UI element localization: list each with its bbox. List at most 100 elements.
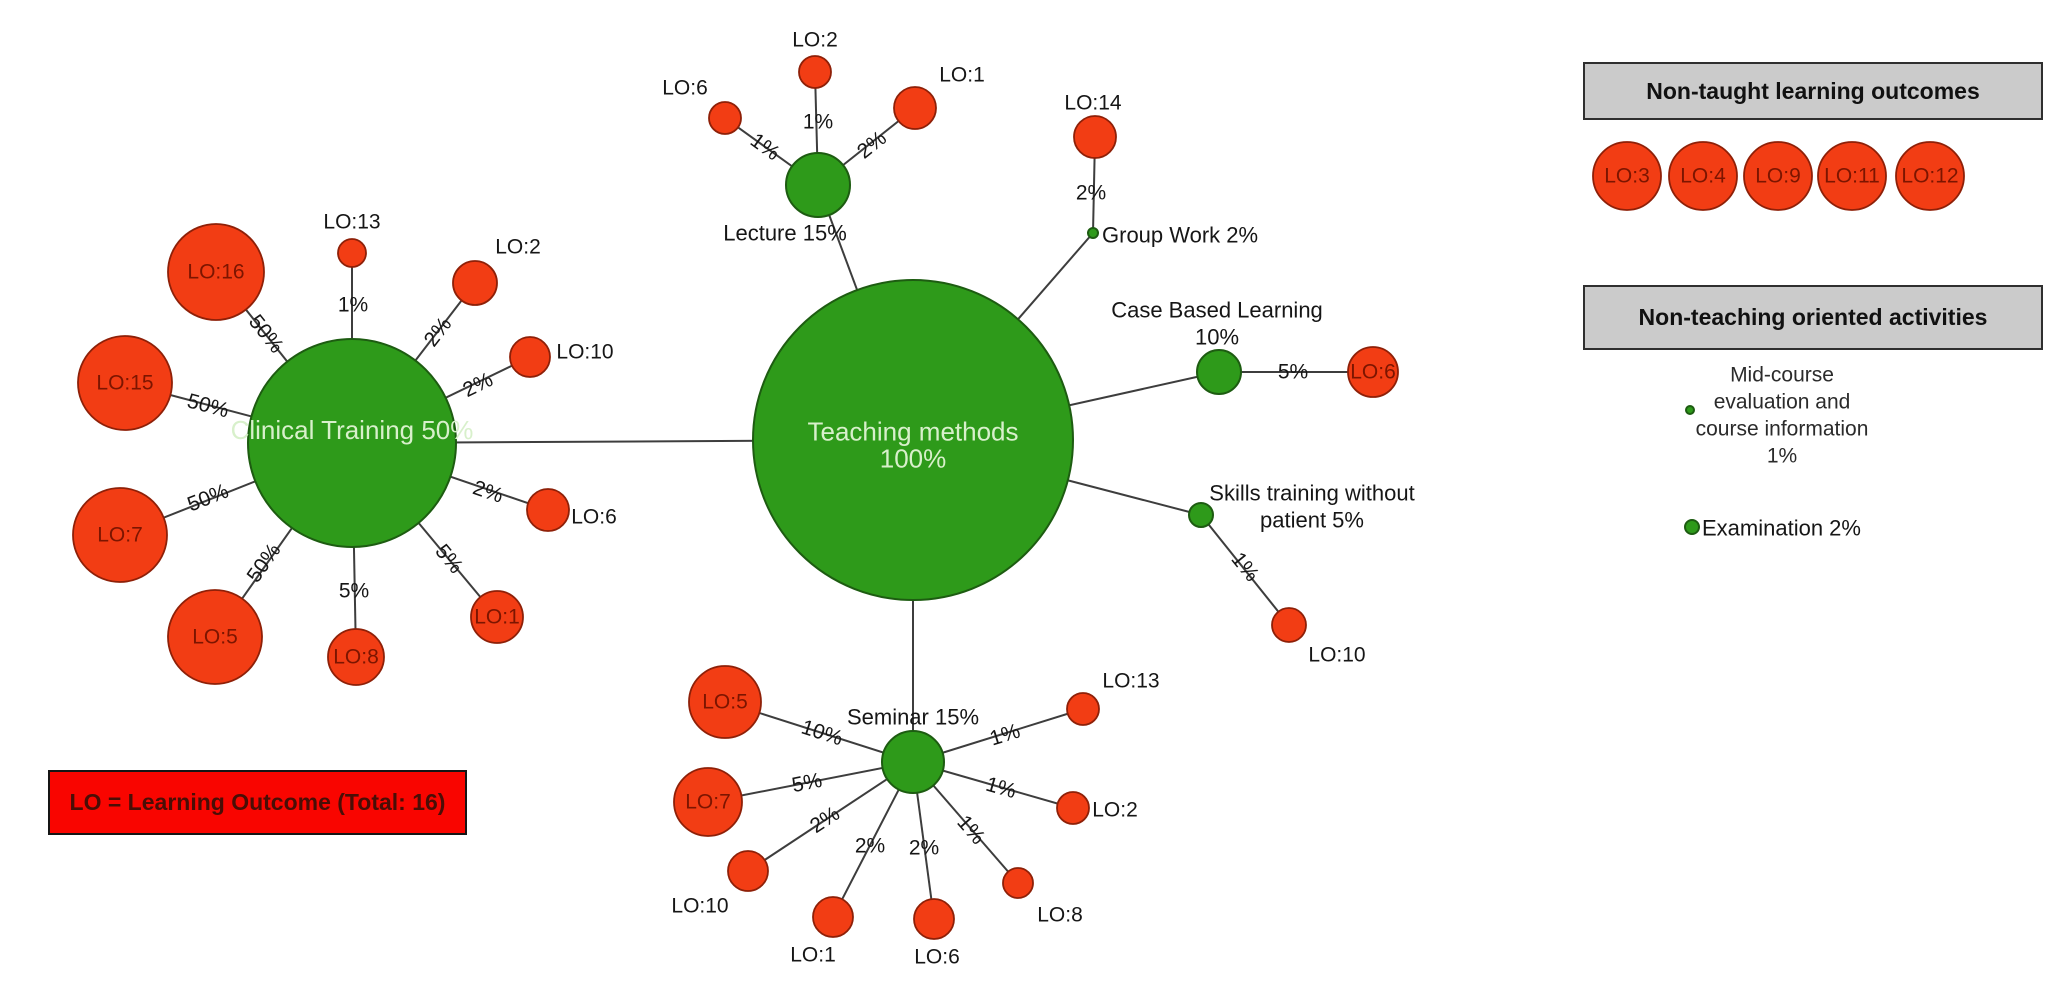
node-skills-circle [1188, 502, 1214, 528]
annotation-text-0: Mid-course evaluation and course informati… [1696, 363, 1869, 467]
edge-percent-label: 50% [244, 310, 288, 357]
label-casebased: Case Based Learning 10% [1111, 297, 1323, 349]
node-teaching-circle [752, 279, 1074, 601]
node-s10-circle [1271, 607, 1307, 643]
label-teaching: Teaching methods 100% [807, 417, 1018, 474]
edge-percent-label: 5% [790, 769, 824, 797]
node-seminar-circle [881, 730, 945, 794]
node-c2-circle [452, 260, 498, 306]
label-se5: LO:5 [702, 691, 748, 714]
edge-percent-label: 5% [1278, 361, 1308, 384]
edge-percent-label: 2% [420, 313, 457, 351]
labels-layer: 50%1%2%2%50%50%50%5%5%2%1%1%2%2%5%1%10%5… [96, 29, 1958, 969]
node-se5-circle [688, 665, 762, 739]
node-c10-circle [509, 336, 551, 378]
non-taught-header: Non-taught learning outcomes [1583, 62, 2043, 120]
node-c13-circle [337, 238, 367, 268]
node-l6-circle [708, 101, 742, 135]
label-nt12: LO:12 [1901, 165, 1958, 188]
label-skills: Skills training without patient 5% [1209, 480, 1414, 532]
node-nt11-circle [1817, 141, 1887, 211]
node-nt3-circle [1592, 141, 1662, 211]
edge-percent-label: 2% [855, 835, 885, 858]
edge-percent-label: 10% [798, 716, 845, 751]
edge-percent-label: 2% [806, 802, 844, 838]
node-c1-circle [470, 590, 524, 644]
label-l6: LO:6 [662, 77, 708, 100]
node-groupwork-circle [1087, 227, 1099, 239]
node-c6-circle [526, 488, 570, 532]
edge-percent-label: 2% [470, 476, 506, 508]
nodes-layer [72, 55, 1965, 940]
edge-percent-label: 1% [987, 720, 1023, 751]
label-se6: LO:6 [914, 946, 960, 969]
label-se10: LO:10 [671, 895, 728, 918]
label-cb6: LO:6 [1350, 361, 1396, 384]
edge-percent-label: 1% [983, 773, 1019, 803]
node-se2-circle [1056, 791, 1090, 825]
node-l1-circle [893, 86, 937, 130]
label-c6: LO:6 [571, 506, 617, 529]
label-c2: LO:2 [495, 236, 541, 259]
label-nt3: LO:3 [1604, 165, 1650, 188]
node-se7-circle [673, 767, 743, 837]
node-c5-circle [167, 589, 263, 685]
non-teaching-header: Non-teaching oriented activities [1583, 285, 2043, 350]
node-nt12-circle [1895, 141, 1965, 211]
label-c10: LO:10 [556, 341, 613, 364]
edge-percent-label: 5% [339, 580, 369, 603]
label-l2: LO:2 [792, 29, 838, 52]
legend-label: LO = Learning Outcome (Total: 16) [69, 789, 446, 815]
label-se2: LO:2 [1092, 799, 1138, 822]
label-c7: LO:7 [97, 524, 143, 547]
node-nt9-circle [1743, 141, 1813, 211]
node-exam_dot-circle [1684, 519, 1700, 535]
label-groupwork: Group Work 2% [1102, 223, 1258, 248]
label-se8: LO:8 [1037, 904, 1083, 927]
node-midcourse_dot-circle [1685, 405, 1695, 415]
edge-percent-label: 1% [803, 111, 833, 134]
node-se13-circle [1066, 692, 1100, 726]
label-se13: LO:13 [1102, 670, 1159, 693]
edge-percent-label: 2% [459, 368, 496, 402]
node-se1-circle [812, 896, 854, 938]
node-c16-circle [167, 223, 265, 321]
label-se1: LO:1 [790, 944, 836, 967]
node-casebased-circle [1196, 349, 1242, 395]
edge-percent-label: 50% [184, 480, 232, 517]
label-lecture: Lecture 15% [723, 221, 847, 246]
node-lecture-circle [785, 152, 851, 218]
label-c5: LO:5 [192, 626, 238, 649]
label-s10: LO:10 [1308, 644, 1365, 667]
node-nt4-circle [1668, 141, 1738, 211]
label-c16: LO:16 [187, 261, 244, 284]
label-nt9: LO:9 [1755, 165, 1801, 188]
edge-percent-label: 2% [909, 837, 939, 860]
node-g14-circle [1073, 115, 1117, 159]
label-c15: LO:15 [96, 372, 153, 395]
non-teaching-header-label: Non-teaching oriented activities [1638, 304, 1988, 330]
node-l2-circle [798, 55, 832, 89]
non-taught-header-label: Non-taught learning outcomes [1646, 77, 1980, 104]
node-se8-circle [1002, 867, 1034, 899]
label-g14: LO:14 [1064, 92, 1122, 115]
edge-percent-label: 2% [1076, 182, 1106, 205]
legend-box: LO = Learning Outcome (Total: 16) [48, 770, 467, 835]
edge-seminar-se10 [747, 761, 914, 872]
label-c8: LO:8 [333, 646, 379, 669]
node-se10-circle [727, 850, 769, 892]
label-exam_dot: Examination 2% [1702, 516, 1861, 541]
label-l1: LO:1 [939, 64, 985, 87]
edge-percent-label: 5% [430, 540, 467, 578]
label-nt11: LO:11 [1824, 165, 1880, 188]
node-se6-circle [913, 898, 955, 940]
edge-percent-label: 1% [746, 129, 784, 165]
edge-percent-label: 1% [338, 294, 368, 317]
edge-skills-s10 [1200, 514, 1290, 626]
node-c7-circle [72, 487, 168, 583]
node-c8-circle [327, 628, 385, 686]
label-nt4: LO:4 [1680, 165, 1726, 188]
node-cb6-circle [1347, 346, 1399, 398]
label-c1: LO:1 [474, 606, 520, 629]
